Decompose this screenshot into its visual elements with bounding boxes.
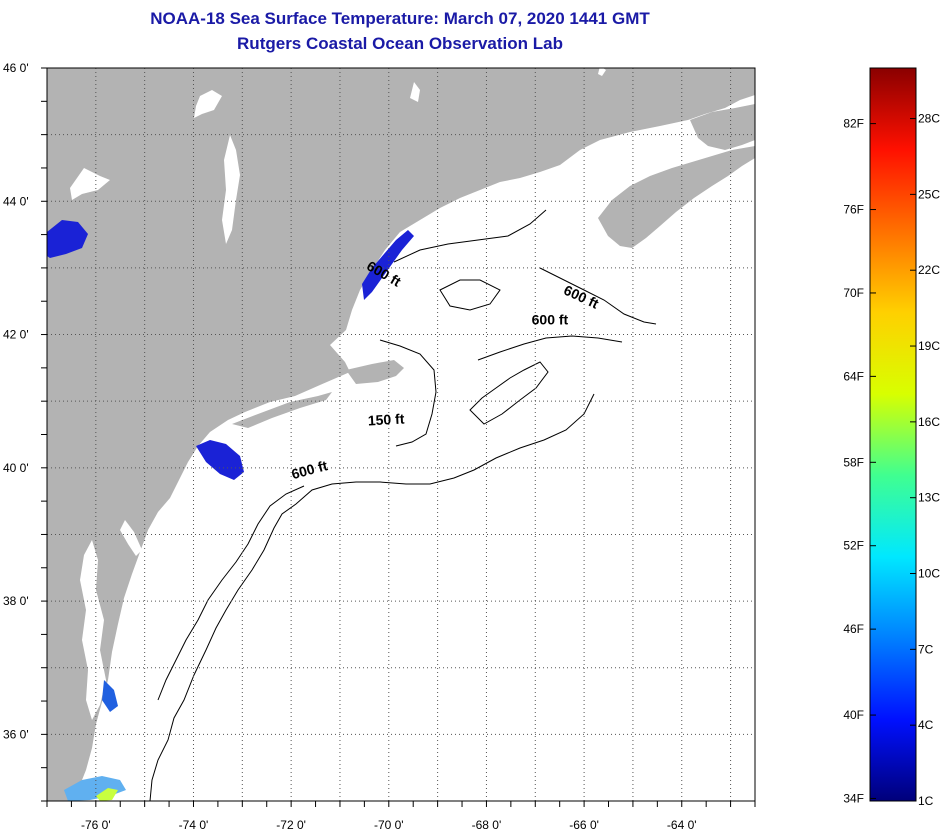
axis-ticks	[41, 67, 756, 807]
longitude-label: -70 0'	[374, 818, 404, 832]
contour-600ft-gulf-maine	[393, 209, 547, 263]
colorbar-label-f: 40F	[843, 708, 864, 722]
colorbar-label-c: 10C	[918, 567, 940, 581]
colorbar-label-c: 7C	[918, 642, 934, 656]
colorbar-label-c: 19C	[918, 339, 940, 353]
contour-label: 150 ft	[367, 411, 405, 429]
contour-label: 600 ft	[532, 312, 569, 328]
colorbar-label-f: 76F	[843, 203, 864, 217]
colorbar-label-c: 16C	[918, 415, 940, 429]
colorbar-label-c: 4C	[918, 718, 934, 732]
colorbar	[869, 67, 917, 802]
colorbar-label-f: 70F	[843, 286, 864, 300]
water-chesapeake-bay	[80, 540, 106, 720]
latitude-label: 40 0'	[3, 461, 29, 475]
colorbar-label-f: 64F	[843, 369, 864, 383]
longitude-label: -64 0'	[667, 818, 697, 832]
lake-white-1	[194, 90, 222, 118]
longitude-labels: -76 0' -74 0' -72 0' -70 0' -68 0' -66 0' -64 …	[81, 818, 697, 832]
map-title: NOAA-18 Sea Surface Temperature: March 0…	[150, 9, 650, 28]
latitude-label: 46 0'	[3, 61, 29, 75]
colorbar-label-c: 28C	[918, 112, 940, 126]
latitude-label: 38 0'	[3, 594, 29, 608]
contour-150ft-shelf	[157, 485, 305, 701]
colorbar-label-f: 34F	[843, 791, 864, 805]
longitude-label: -74 0'	[179, 818, 209, 832]
lake-white-4	[598, 68, 606, 76]
lake-white-3	[410, 82, 420, 102]
cold-water-nj-coast	[196, 440, 244, 480]
map-content	[47, 68, 755, 801]
colorbar-label-c: 25C	[918, 187, 940, 201]
colorbar-label-c: 1C	[918, 794, 934, 808]
land-cape-cod	[346, 360, 404, 384]
latitude-label: 44 0'	[3, 194, 29, 208]
lake-ontario	[47, 220, 88, 258]
longitude-label: -76 0'	[81, 818, 111, 832]
colorbar-label-f: 52F	[843, 539, 864, 553]
colorbar-label-f: 82F	[843, 117, 864, 131]
contour-600ft-shelf	[149, 393, 595, 801]
longitude-label: -68 0'	[472, 818, 502, 832]
colorbar-label-f: 58F	[843, 455, 864, 469]
latitude-label: 36 0'	[3, 727, 29, 741]
colorbar-label-c: 13C	[918, 491, 940, 505]
contour-600ft-northeast-channel	[477, 335, 623, 361]
latitude-label: 42 0'	[3, 328, 29, 342]
contour-jordan-basin	[439, 279, 501, 311]
cold-water-maine-coast	[362, 230, 414, 300]
colorbar-fahrenheit-labels: 34F 40F 46F 52F 58F 64F 70F 76F 82F	[843, 117, 864, 806]
colorbar-celsius-labels: 1C 4C 7C 10C 13C 16C 19C 22C 25C 28C	[918, 112, 940, 808]
latitude-labels: 46 0' 44 0' 42 0' 40 0' 38 0' 36 0'	[3, 61, 29, 741]
colorbar-ticks	[870, 118, 916, 802]
land-nova-scotia	[598, 146, 755, 248]
map-subtitle: Rutgers Coastal Ocean Observation Lab	[237, 34, 563, 53]
lake-champlain	[222, 135, 240, 244]
contour-georges-basin	[469, 361, 549, 425]
lake-white-2	[70, 168, 110, 200]
longitude-label: -66 0'	[569, 818, 599, 832]
contour-600ft-northeast	[539, 267, 657, 325]
cold-water-chesapeake	[102, 680, 118, 712]
longitude-label: -72 0'	[276, 818, 306, 832]
colorbar-label-f: 46F	[843, 622, 864, 636]
land-cape-breton	[690, 104, 755, 150]
land-mainland	[47, 68, 755, 801]
water-delaware-bay	[120, 520, 142, 556]
colorbar-label-c: 22C	[918, 263, 940, 277]
warm-water-cape-hatteras	[96, 788, 118, 801]
contour-150ft-georges	[379, 339, 437, 447]
